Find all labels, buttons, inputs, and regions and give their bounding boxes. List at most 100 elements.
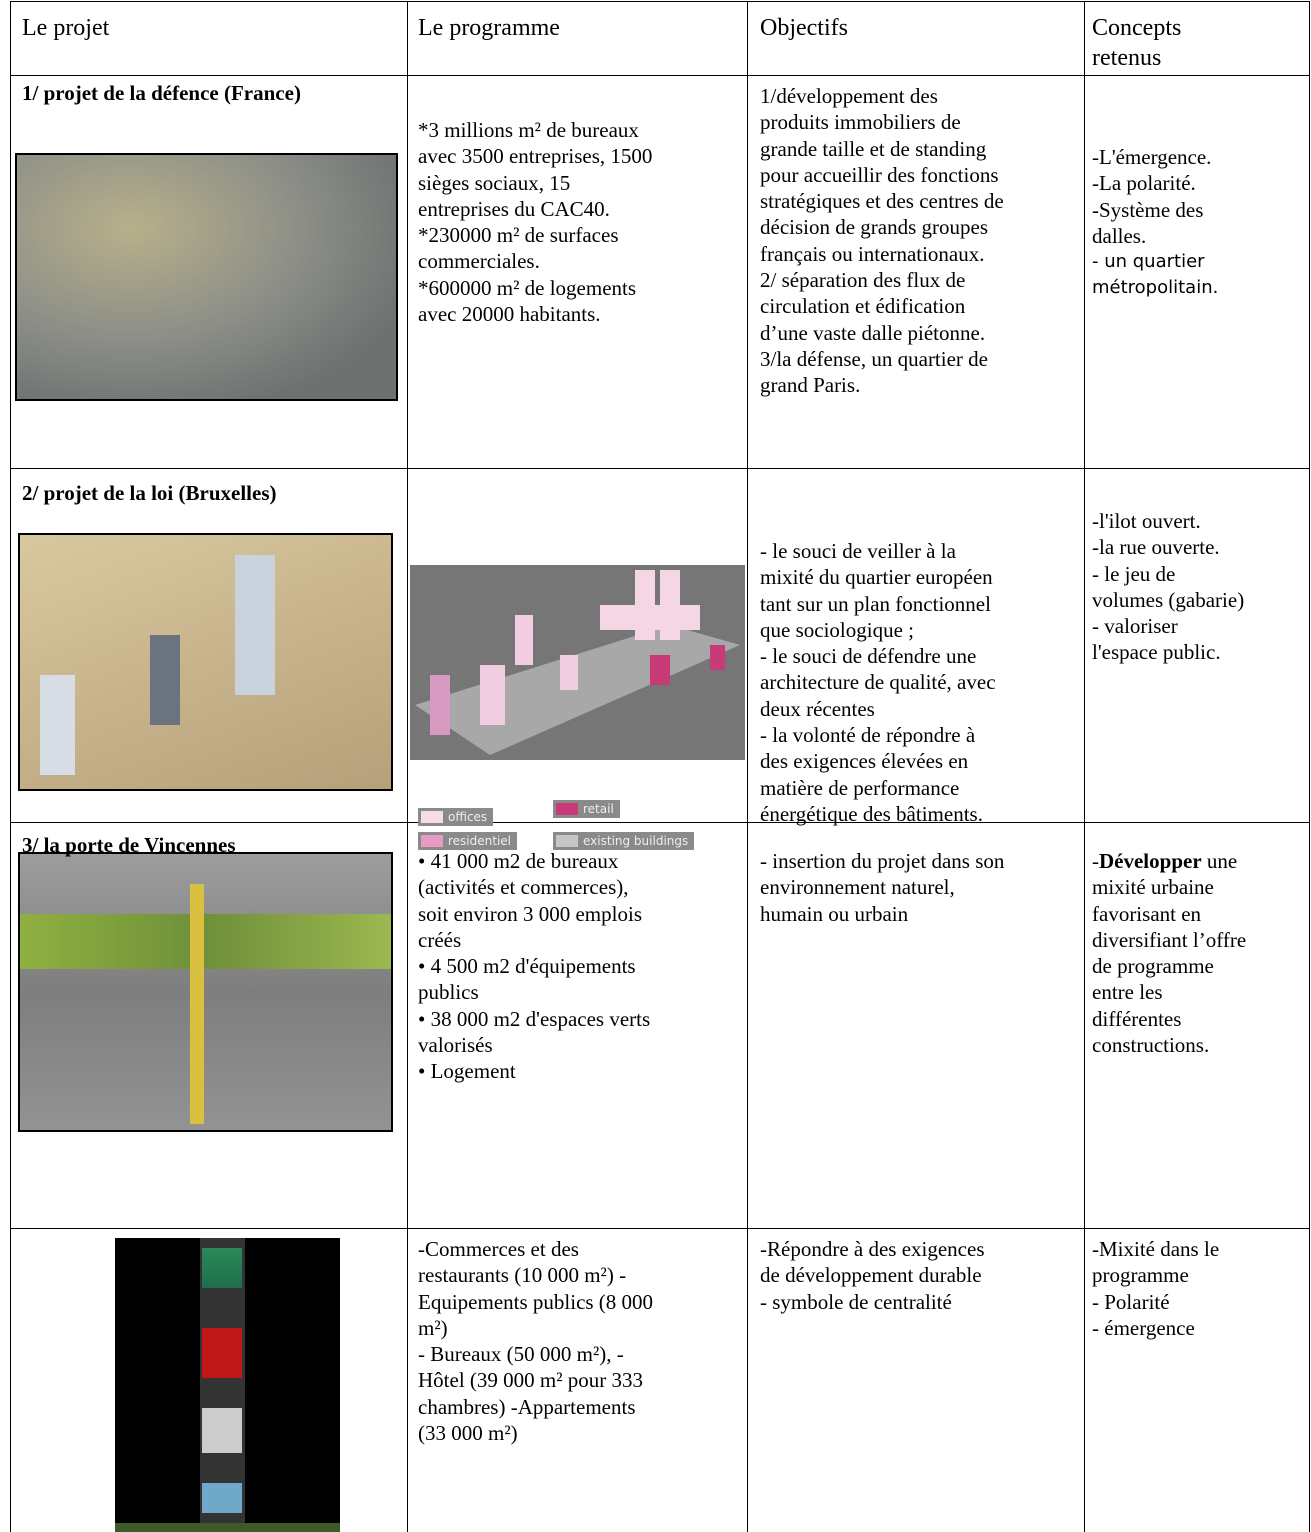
text-line: 2/ séparation des flux de [760, 268, 966, 293]
legend-item: offices [418, 808, 494, 826]
text-run: Développer [1099, 849, 1202, 873]
text-line: - la volonté de répondre à [760, 723, 976, 748]
text-line: • 41 000 m2 de bureaux [418, 849, 619, 873]
text-line: - insertion du projet dans son [760, 849, 1005, 873]
text-line: d’une vaste dalle piétonne. [760, 320, 986, 345]
text-line: environnement naturel, [760, 875, 955, 900]
text-line: commerciales. [418, 249, 540, 274]
text-line: - Polarité [1092, 1289, 1170, 1314]
objectives-text: - le souci de veiller à la mixité du quar… [760, 538, 996, 827]
text-line: *3 millions m² de bureaux [418, 118, 639, 142]
legend-swatch [421, 811, 443, 823]
text-line: l'espace public. [1092, 640, 1221, 665]
tower-image [115, 1238, 340, 1532]
legend-label: offices [448, 810, 488, 824]
legend-item: residentiel [418, 832, 517, 850]
text-line: avec 20000 habitants. [418, 302, 601, 327]
text-line: 1/développement des [760, 84, 938, 108]
text-line: diversifiant l’offre [1092, 927, 1247, 952]
text-line: des exigences élevées en [760, 749, 969, 774]
text-line: - symbole de centralité [760, 1289, 952, 1314]
text-run: une [1201, 849, 1238, 873]
objectives-text: -Répondre à des exigences de développemen… [760, 1236, 985, 1315]
text-line: architecture de qualité, avec [760, 670, 996, 695]
text-line: mixité urbaine [1092, 875, 1214, 900]
column-header: Le programme [418, 13, 560, 43]
text-line: tant sur un plan fonctionnel [760, 591, 991, 616]
legend-item: retail [553, 800, 620, 818]
text-line: humain ou urbain [760, 901, 909, 926]
text-line: valorisés [418, 1033, 493, 1058]
text-line: - le souci de défendre une [760, 644, 977, 669]
text-line: - le souci de veiller à la [760, 539, 956, 563]
legend-swatch [556, 803, 578, 815]
column-header: Objectifs [760, 13, 848, 43]
project-title: 2/ projet de la loi (Bruxelles) [22, 480, 277, 506]
text-run: - [1092, 849, 1099, 873]
text-line: programme [1092, 1263, 1189, 1288]
text-line: - émergence [1092, 1315, 1195, 1340]
text-line: volumes (gabarie) [1092, 587, 1245, 612]
text-line: Concepts [1092, 15, 1182, 41]
legend-item: existing buildings [553, 832, 695, 850]
text-line: retenus [1092, 45, 1162, 71]
text-line: circulation et édification [760, 294, 966, 319]
rule [407, 1, 408, 1532]
text-line: 3/la défense, un quartier de [760, 346, 988, 371]
text-line: décision de grands groupes [760, 215, 989, 240]
program-text: -Commerces et des restaurants (10 000 m²)… [418, 1236, 653, 1446]
column-header: Le projet [22, 13, 109, 43]
program-text: *3 millions m² de bureaux avec 3500 entre… [418, 117, 652, 327]
text-line: dalles. [1092, 223, 1147, 248]
rule [1084, 1, 1085, 1532]
project-title: 3/ la porte de Vincennes [22, 832, 236, 858]
text-line: créés [418, 927, 462, 952]
rule [747, 1, 748, 1532]
text-line: que sociologique ; [760, 617, 914, 642]
text-line: • 4 500 m2 d'équipements [418, 954, 636, 979]
text-line: différentes [1092, 1006, 1182, 1031]
objectives-text: - insertion du projet dans son environnem… [760, 848, 1004, 927]
text-line: deux récentes [760, 696, 875, 721]
rule [10, 1, 11, 1532]
rule [1309, 1, 1310, 1532]
program-diagram [410, 565, 745, 760]
aerial-image [18, 533, 393, 791]
text-line: métropolitain. [1092, 277, 1219, 299]
text-line: 3/ la porte de Vincennes [22, 833, 236, 857]
text-line: grand Paris. [760, 373, 861, 398]
text-line: m²) [418, 1315, 448, 1340]
legend-label: residentiel [448, 834, 511, 848]
text-line: -la rue ouverte. [1092, 535, 1220, 560]
text-line: -Développer une [1092, 848, 1246, 874]
text-line: -l'ilot ouvert. [1092, 509, 1201, 533]
text-line: -Commerces et des [418, 1237, 579, 1261]
text-line: (activités et commerces), [418, 875, 629, 900]
text-line: mixité du quartier européen [760, 565, 993, 590]
text-line: -Répondre à des exigences [760, 1237, 985, 1261]
concepts-text: -Mixité dans le programme - Polarité - émer… [1092, 1236, 1219, 1341]
text-line: Equipements publics (8 000 [418, 1289, 654, 1314]
rule [10, 822, 1310, 823]
text-line: 2/ projet de la loi (Bruxelles) [22, 481, 277, 505]
text-line: restaurants (10 000 m²) - [418, 1263, 627, 1288]
text-line: Objectifs [760, 15, 848, 41]
text-line: stratégiques et des centres de [760, 189, 1004, 214]
text-line: Le projet [22, 15, 110, 41]
text-line: avec 3500 entreprises, 1500 [418, 144, 653, 169]
text-line: de programme [1092, 954, 1214, 979]
text-line: Le programme [418, 15, 560, 41]
project-title: 1/ projet de la défence (France) [22, 80, 301, 106]
column-header: Concepts retenus [1092, 13, 1181, 73]
text-line: entre les [1092, 980, 1163, 1005]
text-line: grande taille et de standing [760, 136, 987, 161]
rule [10, 1228, 1310, 1229]
text-line: -Système des [1092, 197, 1204, 222]
text-line: - valoriser [1092, 614, 1178, 639]
aerial-image [15, 153, 398, 401]
text-line: *600000 m² de logements [418, 275, 637, 300]
text-line: matière de performance [760, 775, 960, 800]
concepts-text: -Développer une mixité urbaine favorisant … [1092, 848, 1246, 1058]
legend-label: existing buildings [583, 834, 689, 848]
